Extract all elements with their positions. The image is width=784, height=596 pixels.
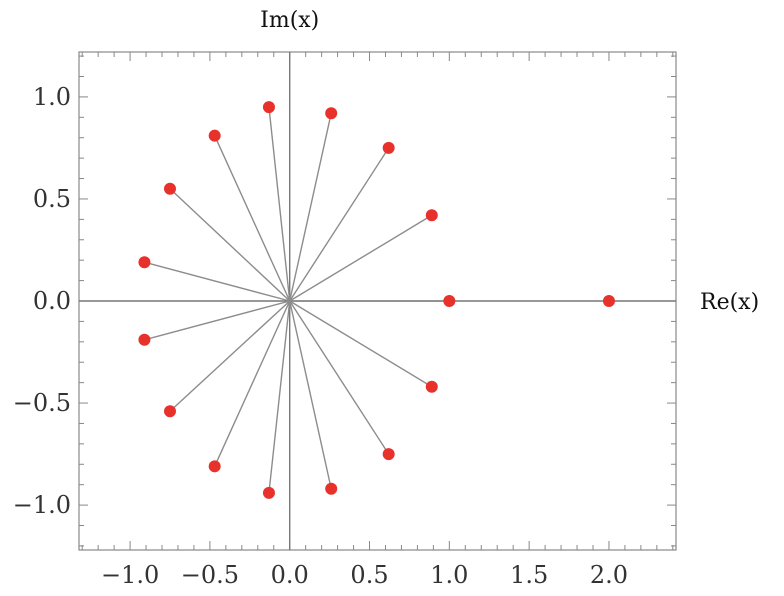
x-tick-label: 2.0 xyxy=(590,561,628,589)
x-tick-label: −1.0 xyxy=(101,561,159,589)
data-point xyxy=(382,448,395,461)
y-tick-label: 1.0 xyxy=(33,83,71,111)
y-tick-label: 0.5 xyxy=(33,185,71,213)
data-point xyxy=(325,482,338,495)
data-point xyxy=(208,129,221,142)
ray-line xyxy=(169,188,291,302)
x-tick-label: 1.0 xyxy=(430,561,468,589)
ray-line xyxy=(268,107,291,302)
ray-line xyxy=(289,214,433,302)
x-tick-label: 1.5 xyxy=(510,561,548,589)
data-point xyxy=(262,101,275,114)
data-point xyxy=(262,486,275,499)
data-point xyxy=(382,141,395,154)
points-layer xyxy=(138,101,615,499)
ray-line xyxy=(144,261,290,302)
ray-line xyxy=(289,113,332,302)
x-tick-label: 0.5 xyxy=(350,561,388,589)
ray-line xyxy=(214,300,291,467)
y-tick-label: −0.5 xyxy=(13,389,71,417)
ray-line xyxy=(144,300,290,341)
data-point xyxy=(138,256,151,269)
data-point xyxy=(325,107,338,120)
ray-line xyxy=(169,300,291,412)
ray-line xyxy=(289,300,332,489)
ray-line xyxy=(289,300,390,455)
ray-line xyxy=(268,300,291,493)
rays-layer xyxy=(144,107,609,493)
x-tick-label: −0.5 xyxy=(181,561,239,589)
ray-line xyxy=(214,135,291,302)
ray-line xyxy=(289,147,390,302)
data-point xyxy=(602,295,615,307)
data-point xyxy=(425,380,438,393)
data-point xyxy=(138,333,151,346)
y-tick-label: −1.0 xyxy=(13,491,71,519)
tick-labels: −1.0 −0.5 0.0 0.5 1.0 1.5 2.0 1.0 0.5 0.0 −0.5 −1.0 xyxy=(13,83,628,589)
data-point xyxy=(163,405,176,418)
data-point xyxy=(208,460,221,473)
x-axis-title: Re(x) xyxy=(700,290,759,315)
y-tick-label: 0.0 xyxy=(33,287,71,315)
data-point xyxy=(163,182,176,195)
ray-line xyxy=(289,300,433,388)
x-tick-label: 0.0 xyxy=(271,561,309,589)
data-point xyxy=(425,209,438,222)
data-point xyxy=(443,295,456,307)
y-axis-title: Im(x) xyxy=(260,8,319,33)
